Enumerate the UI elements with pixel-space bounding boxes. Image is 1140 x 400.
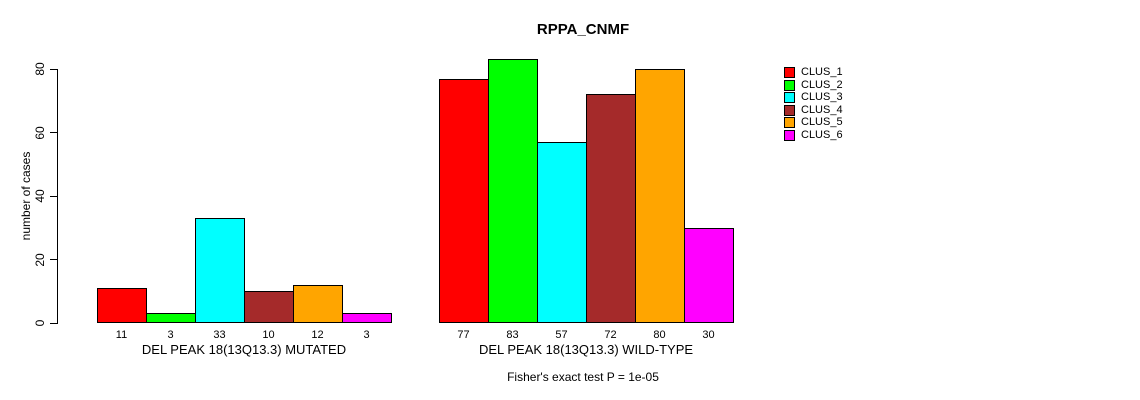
bar-CLUS_3-group1 [195,218,245,323]
legend-label: CLUS_5 [801,116,843,128]
legend-label: CLUS_3 [801,91,843,103]
legend-label: CLUS_4 [801,103,843,116]
bar-value-label: 77 [457,329,470,341]
bar-value-label: 11 [115,329,128,341]
bar-value-label: 57 [555,329,568,341]
bar-value-label: 33 [213,329,226,341]
bar-value-label: 83 [506,329,519,341]
legend-swatch-CLUS_5 [784,117,795,128]
legend-item-CLUS_4: CLUS_4 [784,104,843,116]
bar-value-label: 30 [702,329,715,341]
legend-swatch-CLUS_6 [784,129,795,141]
y-tick-mark [50,259,58,260]
bar-value-label: 10 [262,329,275,341]
legend-label: CLUS_6 [801,128,843,141]
legend-swatch-CLUS_1 [784,67,795,78]
legend-item-CLUS_2: CLUS_2 [784,79,843,91]
bar-CLUS_2-group2 [488,59,538,323]
bar-CLUS_3-group2 [537,142,587,323]
y-tick-label: 0 [33,319,47,327]
chart-title: RPPA_CNMF [536,21,630,38]
legend-item-CLUS_6: CLUS_6 [784,129,843,141]
legend-item-CLUS_1: CLUS_1 [784,67,843,79]
bar-CLUS_1-group1 [97,288,147,323]
legend-item-CLUS_3: CLUS_3 [784,92,843,104]
y-tick-label: 60 [33,125,47,140]
y-tick-label: 40 [33,189,47,203]
bar-CLUS_1-group2 [439,78,489,323]
bar-value-label: 80 [653,329,666,341]
y-tick-mark [50,68,58,70]
y-tick-label: 20 [33,252,47,267]
bar-CLUS_5-group2 [635,69,685,323]
bar-CLUS_4-group2 [586,94,636,323]
y-tick-mark [50,195,58,197]
legend-item-CLUS_5: CLUS_5 [784,117,843,129]
legend-label: CLUS_1 [801,66,843,78]
bar-value-label: 72 [604,329,617,341]
y-tick-mark [50,322,58,324]
fisher-test-annotation: Fisher's exact test P = 1e-05 [507,370,659,384]
bar-value-label: 3 [167,329,174,341]
group-label: DEL PEAK 18(13Q13.3) MUTATED [141,342,347,357]
y-tick-label: 80 [33,62,47,76]
legend-swatch-CLUS_4 [784,104,795,116]
bar-CLUS_4-group1 [244,291,294,323]
bar-CLUS_5-group1 [293,284,343,323]
y-tick-mark [50,132,58,133]
bar-CLUS_6-group2 [684,227,734,323]
bar-value-label: 12 [311,329,324,341]
legend-swatch-CLUS_2 [784,79,795,91]
bar-CLUS_6-group1 [342,313,392,323]
legend-swatch-CLUS_3 [784,92,795,103]
bar-CLUS_2-group1 [146,313,196,323]
group-label: DEL PEAK 18(13Q13.3) WILD-TYPE [478,342,694,357]
legend-label: CLUS_2 [801,78,843,91]
bar-value-label: 3 [363,329,370,341]
y-axis-title: number of cases [19,151,33,241]
